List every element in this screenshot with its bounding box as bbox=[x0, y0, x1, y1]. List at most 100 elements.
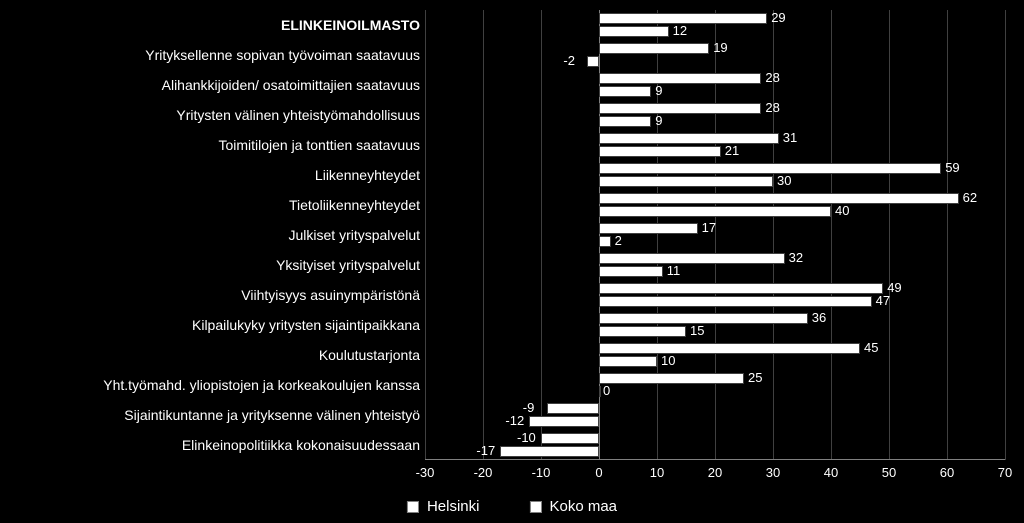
value-label: 45 bbox=[864, 342, 878, 353]
gridline bbox=[425, 10, 426, 460]
value-label: 17 bbox=[702, 222, 716, 233]
value-label: -12 bbox=[505, 415, 524, 426]
bar-kokomaa bbox=[529, 416, 599, 427]
bar-helsinki bbox=[599, 133, 779, 144]
value-label: -10 bbox=[517, 432, 536, 443]
value-label: -2 bbox=[563, 55, 575, 66]
bar-helsinki bbox=[599, 73, 761, 84]
value-label: 47 bbox=[876, 295, 890, 306]
value-label: 29 bbox=[771, 12, 785, 23]
plot-area: 29 12 19 -2 28 9 28 9 31 21 59 30 62 40 17 2 32 11 49 47 36 1… bbox=[425, 10, 1005, 460]
category-label: Yritysten välinen yhteistyömahdollisuus bbox=[176, 100, 420, 130]
value-label: 12 bbox=[673, 25, 687, 36]
x-tick-label: -30 bbox=[410, 465, 440, 480]
value-label: 31 bbox=[783, 132, 797, 143]
bar-helsinki bbox=[599, 13, 767, 24]
value-label: 9 bbox=[655, 115, 662, 126]
category-label: Yrityksellenne sopivan työvoiman saatavu… bbox=[145, 40, 420, 70]
x-tick-label: 10 bbox=[642, 465, 672, 480]
value-label: 28 bbox=[765, 102, 779, 113]
category-label: Julkiset yrityspalvelut bbox=[289, 220, 421, 250]
x-tick-label: -20 bbox=[468, 465, 498, 480]
legend-box-icon bbox=[407, 501, 419, 513]
gridline bbox=[831, 10, 832, 460]
bar-helsinki bbox=[599, 103, 761, 114]
bar-helsinki bbox=[547, 403, 599, 414]
category-label: Yht.työmahd. yliopistojen ja korkeakoulu… bbox=[103, 370, 420, 400]
bar-kokomaa bbox=[500, 446, 599, 457]
bar-kokomaa bbox=[599, 206, 831, 217]
value-label: 11 bbox=[667, 265, 681, 276]
bar-kokomaa bbox=[599, 236, 611, 247]
chart-container: 29 12 19 -2 28 9 28 9 31 21 59 30 62 40 17 2 32 11 49 47 36 1… bbox=[0, 0, 1024, 523]
x-tick-label: 20 bbox=[700, 465, 730, 480]
value-label: 40 bbox=[835, 205, 849, 216]
legend-label: Koko maa bbox=[549, 498, 617, 515]
x-tick-label: 60 bbox=[932, 465, 962, 480]
bar-helsinki bbox=[599, 373, 744, 384]
value-label: 28 bbox=[765, 72, 779, 83]
category-label: Kilpailukyky yritysten sijaintipaikkana bbox=[192, 310, 420, 340]
category-label: Sijaintikuntanne ja yrityksenne välinen … bbox=[124, 400, 420, 430]
category-label: Toimitilojen ja tonttien saatavuus bbox=[218, 130, 420, 160]
gridline bbox=[541, 10, 542, 460]
value-label: 21 bbox=[725, 145, 739, 156]
bar-kokomaa bbox=[599, 326, 686, 337]
bar-kokomaa bbox=[599, 116, 651, 127]
bar-helsinki bbox=[599, 343, 860, 354]
legend-box-icon bbox=[529, 501, 541, 513]
value-label: 62 bbox=[963, 192, 977, 203]
bar-kokomaa bbox=[587, 56, 599, 67]
category-label: Viihtyisyys asuinympäristönä bbox=[241, 280, 420, 310]
x-tick-label: 50 bbox=[874, 465, 904, 480]
bar-helsinki bbox=[599, 283, 883, 294]
value-label: 19 bbox=[713, 42, 727, 53]
value-label: -9 bbox=[523, 402, 535, 413]
value-label: 9 bbox=[655, 85, 662, 96]
x-axis-line bbox=[425, 459, 1005, 460]
bar-helsinki bbox=[599, 223, 698, 234]
legend-item-helsinki: Helsinki bbox=[407, 498, 480, 515]
bar-kokomaa bbox=[599, 176, 773, 187]
x-tick-label: 40 bbox=[816, 465, 846, 480]
category-label: Yksityiset yrityspalvelut bbox=[276, 250, 420, 280]
bar-kokomaa bbox=[599, 386, 601, 397]
value-label: -17 bbox=[476, 445, 495, 456]
category-label: ELINKEINOILMASTO bbox=[281, 10, 420, 40]
x-tick-label: 70 bbox=[990, 465, 1020, 480]
category-label: Tietoliikenneyhteydet bbox=[289, 190, 420, 220]
bar-kokomaa bbox=[599, 266, 663, 277]
x-tick-label: 0 bbox=[584, 465, 614, 480]
legend: Helsinki Koko maa bbox=[407, 498, 617, 515]
value-label: 30 bbox=[777, 175, 791, 186]
bar-helsinki bbox=[541, 433, 599, 444]
legend-label: Helsinki bbox=[427, 498, 480, 515]
bar-kokomaa bbox=[599, 146, 721, 157]
bar-helsinki bbox=[599, 43, 709, 54]
value-label: 0 bbox=[603, 385, 610, 396]
legend-item-kokomaa: Koko maa bbox=[529, 498, 617, 515]
value-label: 15 bbox=[690, 325, 704, 336]
value-label: 49 bbox=[887, 282, 901, 293]
value-label: 59 bbox=[945, 162, 959, 173]
gridline bbox=[947, 10, 948, 460]
gridline bbox=[483, 10, 484, 460]
gridline bbox=[889, 10, 890, 460]
gridline bbox=[1005, 10, 1006, 460]
category-label: Koulutustarjonta bbox=[319, 340, 420, 370]
value-label: 10 bbox=[661, 355, 675, 366]
bar-helsinki bbox=[599, 253, 785, 264]
value-label: 2 bbox=[615, 235, 622, 246]
bar-helsinki bbox=[599, 193, 959, 204]
category-label: Elinkeinopolitiikka kokonaisuudessaan bbox=[182, 430, 420, 460]
bar-kokomaa bbox=[599, 26, 669, 37]
value-label: 36 bbox=[812, 312, 826, 323]
value-label: 25 bbox=[748, 372, 762, 383]
value-label: 32 bbox=[789, 252, 803, 263]
bar-kokomaa bbox=[599, 296, 872, 307]
bar-helsinki bbox=[599, 313, 808, 324]
category-label: Alihankkijoiden/ osatoimittajien saatavu… bbox=[162, 70, 420, 100]
x-tick-label: -10 bbox=[526, 465, 556, 480]
bar-kokomaa bbox=[599, 356, 657, 367]
bar-helsinki bbox=[599, 163, 941, 174]
